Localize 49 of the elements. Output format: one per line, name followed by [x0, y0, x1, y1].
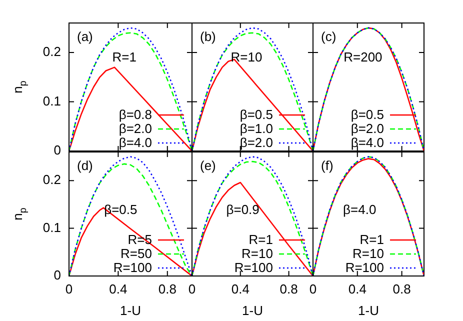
legend-label: R=100 [234, 260, 273, 275]
annotation: β=0.5 [104, 202, 138, 218]
legend-label: R=1 [360, 232, 384, 247]
annotation: R=1 [112, 49, 136, 64]
y-tick-label: 0.1 [42, 220, 61, 235]
annotation: (f) [321, 158, 334, 173]
legend-label: β=0.5 [350, 107, 384, 122]
annotation: β=4.0 [343, 202, 376, 218]
legend-label: β=0.8 [118, 107, 152, 122]
x-tick-label: 0.8 [280, 281, 298, 296]
annotation: (b) [200, 29, 216, 44]
y-axis-title: np [10, 80, 29, 94]
x-tick-label: 0.4 [231, 281, 250, 296]
annotation: (a) [77, 29, 93, 44]
y-tick-label: 0.1 [42, 93, 61, 108]
x-tick-label: 0 [309, 281, 317, 296]
legend-label: β=2.0 [350, 121, 384, 136]
x-axis-title: 1-U [120, 303, 141, 318]
x-axis-title: 1-U [242, 303, 263, 318]
x-axis-title: 1-U [358, 303, 379, 318]
x-tick-label: 0.8 [392, 281, 411, 296]
x-tick-label: 0.8 [158, 281, 176, 296]
legend-label: β=1.0 [240, 121, 273, 136]
legend-label: R=1 [248, 232, 273, 247]
legend-label: R=100 [345, 260, 384, 275]
y-axis-title: np [10, 207, 29, 220]
y-tick-label: 0.2 [42, 44, 61, 60]
y-tick-label: 0 [54, 142, 61, 158]
legend-label: β=4.0 [118, 135, 152, 150]
legend-label: R=10 [352, 246, 384, 261]
legend-label: β=2.0 [240, 135, 273, 150]
legend-label: R=100 [113, 260, 152, 275]
x-tick-label: 0 [188, 281, 196, 296]
annotation: (d) [77, 158, 93, 173]
legend-label: β=4.0 [350, 135, 384, 150]
x-tick-label: 0 [65, 281, 73, 296]
legend-label: R=10 [242, 246, 273, 261]
annotation: β=0.9 [226, 202, 260, 218]
annotation: (c) [321, 29, 336, 44]
annotation: (e) [200, 158, 216, 173]
x-tick-label: 0.4 [109, 281, 128, 296]
y-tick-label: 0.2 [42, 172, 61, 188]
legend-label: β=2.0 [118, 121, 152, 136]
legend-label: β=0.5 [240, 107, 273, 122]
annotation: R=200 [344, 49, 382, 64]
y-tick-label: 0 [54, 268, 61, 283]
x-tick-label: 0.4 [348, 281, 366, 296]
legend-label: R=50 [120, 246, 152, 261]
annotation: R=10 [230, 49, 262, 64]
